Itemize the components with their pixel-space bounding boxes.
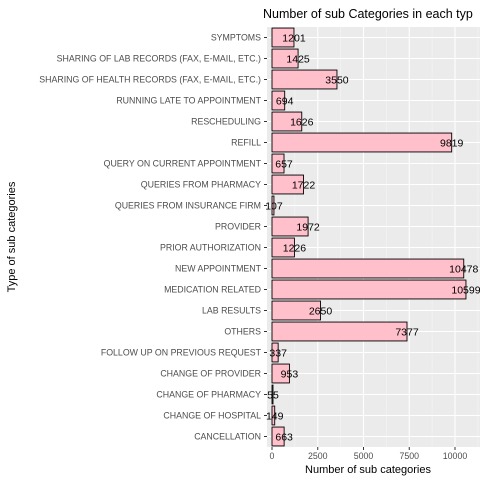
bar-value-label: 1626 <box>290 117 314 129</box>
bars-layer <box>271 27 467 447</box>
x-tick-label: 7500 <box>399 451 419 461</box>
y-tick-label: CANCELLATION <box>194 432 261 442</box>
plot-panel <box>267 27 480 447</box>
y-tick-label: CHANGE OF PROVIDER <box>160 369 261 379</box>
bar <box>271 111 303 132</box>
y-tick-label: QUERIES FROM PHARMACY <box>141 180 261 190</box>
bar-value-label: 663 <box>275 432 293 444</box>
bar <box>271 153 285 174</box>
y-tick-label: LAB RESULTS <box>202 306 261 316</box>
bar-value-label: 10599 <box>451 285 480 297</box>
bar <box>271 237 295 258</box>
y-tick-label: RESCHEDULING <box>191 117 261 127</box>
bar <box>271 90 286 111</box>
bar-value-label: 107 <box>265 201 283 213</box>
y-tick-label: QUERIES FROM INSURANCE FIRM <box>115 201 261 211</box>
bar <box>271 216 309 237</box>
y-axis-title: Type of sub categories <box>6 181 18 292</box>
y-tick-label: SYMPTOMS <box>211 33 261 43</box>
bar <box>271 384 274 405</box>
y-tick-label: CHANGE OF HOSPITAL <box>163 411 261 421</box>
x-axis: 0 2500 5000 7500 10000 <box>270 447 468 461</box>
bar-value-label: 953 <box>281 369 299 381</box>
x-axis-title: Number of sub categories <box>305 464 431 476</box>
bar-value-label: 9819 <box>440 138 464 150</box>
y-tick-label: OTHERS <box>224 327 261 337</box>
bar <box>271 132 453 153</box>
bar <box>271 195 275 216</box>
bar-value-label: 1226 <box>283 243 307 255</box>
y-tick-label: MEDICATION RELATED <box>164 285 261 295</box>
bar-value-label: 3550 <box>325 75 349 87</box>
bar <box>271 279 467 300</box>
bar <box>271 174 304 195</box>
bar-value-label: 657 <box>275 159 293 171</box>
bar <box>271 300 321 321</box>
bar-value-label: 1972 <box>296 222 320 234</box>
bar <box>271 321 408 342</box>
chart-title: Number of sub Categories in each typ <box>263 7 473 21</box>
bar-value-label: 7377 <box>395 327 419 339</box>
y-tick-label: PROVIDER <box>215 222 261 232</box>
y-tick-label: NEW APPOINTMENT <box>175 264 262 274</box>
x-tick-label: 5000 <box>354 451 374 461</box>
bar <box>271 405 276 426</box>
bar-value-label: 694 <box>276 96 294 108</box>
bar-value-label: 1722 <box>292 180 316 192</box>
value-labels-layer: 1201 1425 3550 694 1626 9819 657 1722 107 1972 122… <box>265 33 480 444</box>
bar <box>271 48 299 69</box>
bar <box>271 342 279 363</box>
y-tick-label: QUERY ON CURRENT APPOINTMENT <box>104 159 262 169</box>
bar-value-label: 55 <box>267 390 279 402</box>
y-tick-label: REFILL <box>231 138 261 148</box>
bar <box>271 27 295 48</box>
bar <box>271 426 285 447</box>
bar-value-label: 1425 <box>286 54 310 66</box>
bar-value-label: 337 <box>269 348 287 360</box>
y-axis: SYMPTOMS SHARING OF LAB RECORDS (FAX, E-M… <box>39 33 267 442</box>
x-tick-label: 2500 <box>308 451 328 461</box>
bar <box>271 69 338 90</box>
y-tick-label: CHANGE OF PHARMACY <box>156 390 261 400</box>
bar-value-label: 10478 <box>449 264 478 276</box>
x-tick-label: 10000 <box>443 451 468 461</box>
bar-value-label: 2650 <box>309 306 333 318</box>
y-tick-label: SHARING OF HEALTH RECORDS (FAX, E-MAIL, … <box>39 75 261 85</box>
bar-value-label: 1201 <box>282 33 306 45</box>
bar <box>271 363 290 384</box>
y-tick-label: RUNNING LATE TO APPOINTMENT <box>116 96 261 106</box>
y-tick-label: SHARING OF LAB RECORDS (FAX, E-MAIL, ETC… <box>57 54 261 64</box>
bar <box>271 258 465 279</box>
bar-value-label: 149 <box>266 411 284 423</box>
x-tick-label: 0 <box>270 451 275 461</box>
y-tick-label: PRIOR AUTHORIZATION <box>160 243 261 253</box>
y-tick-label: FOLLOW UP ON PREVIOUS REQUEST <box>101 348 262 358</box>
